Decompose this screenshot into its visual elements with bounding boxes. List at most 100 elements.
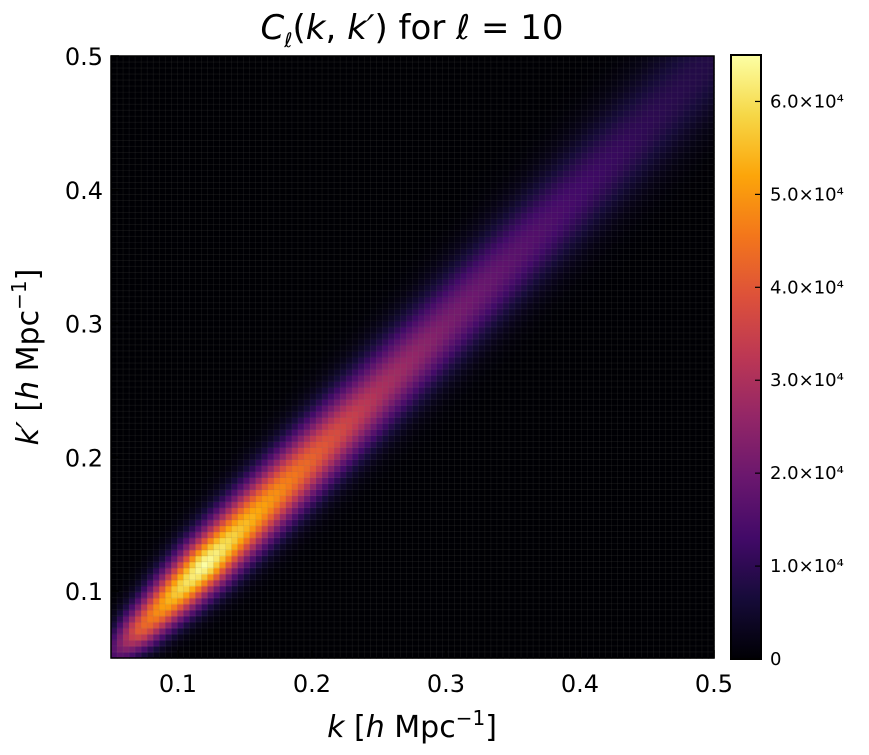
heatmap-cell (442, 591, 450, 599)
heatmap-cell (129, 387, 136, 394)
heatmap-cell (201, 405, 209, 412)
heatmap-cell (539, 411, 546, 418)
heatmap-cell (328, 609, 335, 617)
heatmap-cell (653, 597, 661, 605)
heatmap-cell (322, 399, 329, 406)
heatmap-cell (575, 447, 582, 454)
heatmap-cell (153, 441, 160, 448)
heatmap-cell (225, 603, 233, 611)
heatmap-cell (171, 639, 178, 647)
heatmap-cell (207, 369, 215, 376)
heatmap-cell (689, 531, 697, 539)
heatmap-cell (460, 447, 468, 454)
heatmap-cell (279, 525, 287, 533)
heatmap-cell (695, 375, 703, 382)
heatmap-cell (394, 495, 402, 503)
heatmap-cell (382, 645, 389, 653)
heatmap-cell (147, 525, 154, 533)
heatmap-cell (267, 435, 275, 442)
heatmap-cell (581, 453, 588, 460)
heatmap-cell (442, 561, 450, 569)
heatmap-cell (496, 399, 504, 406)
heatmap-cell (551, 399, 558, 406)
heatmap-cell (297, 489, 305, 497)
heatmap-cell (376, 501, 383, 509)
heatmap-cell (490, 393, 498, 400)
heatmap-cell (195, 489, 203, 497)
heatmap-cell (334, 357, 341, 364)
heatmap-cell (695, 393, 703, 400)
heatmap-cell (117, 453, 124, 460)
heatmap-cell (255, 651, 263, 659)
heatmap-cell (539, 369, 546, 376)
heatmap-cell (683, 483, 691, 491)
heatmap-cell (677, 585, 685, 593)
heatmap-cell (322, 441, 329, 448)
heatmap-cell (273, 525, 281, 533)
heatmap-cell (195, 531, 203, 539)
heatmap-cell (309, 537, 317, 545)
heatmap-cell (171, 477, 178, 485)
heatmap-cell (496, 603, 504, 611)
heatmap-cell (521, 567, 528, 575)
heatmap-cell (611, 567, 619, 575)
heatmap-cell (153, 531, 160, 539)
heatmap-cell (165, 447, 172, 454)
heatmap-cell (677, 477, 685, 485)
heatmap-cell (195, 411, 203, 418)
heatmap-cell (334, 459, 341, 466)
heatmap-cell (135, 399, 142, 406)
heatmap-cell (515, 489, 522, 497)
heatmap-cell (243, 597, 251, 605)
heatmap-cell (436, 561, 444, 569)
heatmap-cell (653, 609, 661, 617)
heatmap-cell (701, 585, 709, 593)
heatmap-cell (466, 495, 474, 503)
heatmap-cell (261, 447, 269, 454)
heatmap-cell (599, 441, 607, 448)
heatmap-cell (153, 501, 160, 509)
heatmap-cell (599, 603, 607, 611)
heatmap-cell (141, 387, 148, 394)
heatmap-cell (159, 477, 166, 485)
heatmap-cell (382, 633, 389, 641)
heatmap-cell (496, 519, 504, 527)
heatmap-cell (647, 645, 655, 653)
heatmap-cell (466, 435, 474, 442)
heatmap-cell (599, 549, 607, 557)
heatmap-cell (322, 555, 329, 563)
heatmap-cell (117, 357, 124, 364)
heatmap-cell (533, 615, 540, 623)
heatmap-cell (442, 489, 450, 497)
heatmap-cell (557, 459, 564, 466)
heatmap-cell (641, 585, 649, 593)
heatmap-cell (490, 507, 498, 515)
heatmap-cell (394, 429, 402, 436)
heatmap-cell (424, 615, 432, 623)
heatmap-cell (424, 591, 432, 599)
heatmap-cell (484, 471, 492, 478)
heatmap-cell (352, 405, 359, 412)
heatmap-cell (316, 525, 323, 533)
heatmap-cell (243, 399, 251, 406)
heatmap-cell (629, 609, 637, 617)
heatmap-cell (671, 465, 679, 472)
heatmap-cell (599, 375, 607, 382)
heatmap-cell (358, 375, 365, 382)
heatmap-cell (255, 375, 263, 382)
heatmap-cell (436, 621, 444, 629)
heatmap-cell (629, 627, 637, 635)
heatmap-cell (689, 549, 697, 557)
heatmap-cell (472, 603, 480, 611)
heatmap-cell (406, 531, 414, 539)
heatmap-cell (545, 633, 552, 641)
heatmap-cell (195, 639, 203, 647)
heatmap-cell (515, 393, 522, 400)
heatmap-cell (460, 381, 468, 388)
heatmap-cell (249, 597, 257, 605)
heatmap-cell (557, 603, 564, 611)
heatmap-cell (219, 471, 227, 478)
heatmap-cell (370, 447, 377, 454)
heatmap-cell (581, 525, 588, 533)
heatmap-cell (352, 465, 359, 472)
